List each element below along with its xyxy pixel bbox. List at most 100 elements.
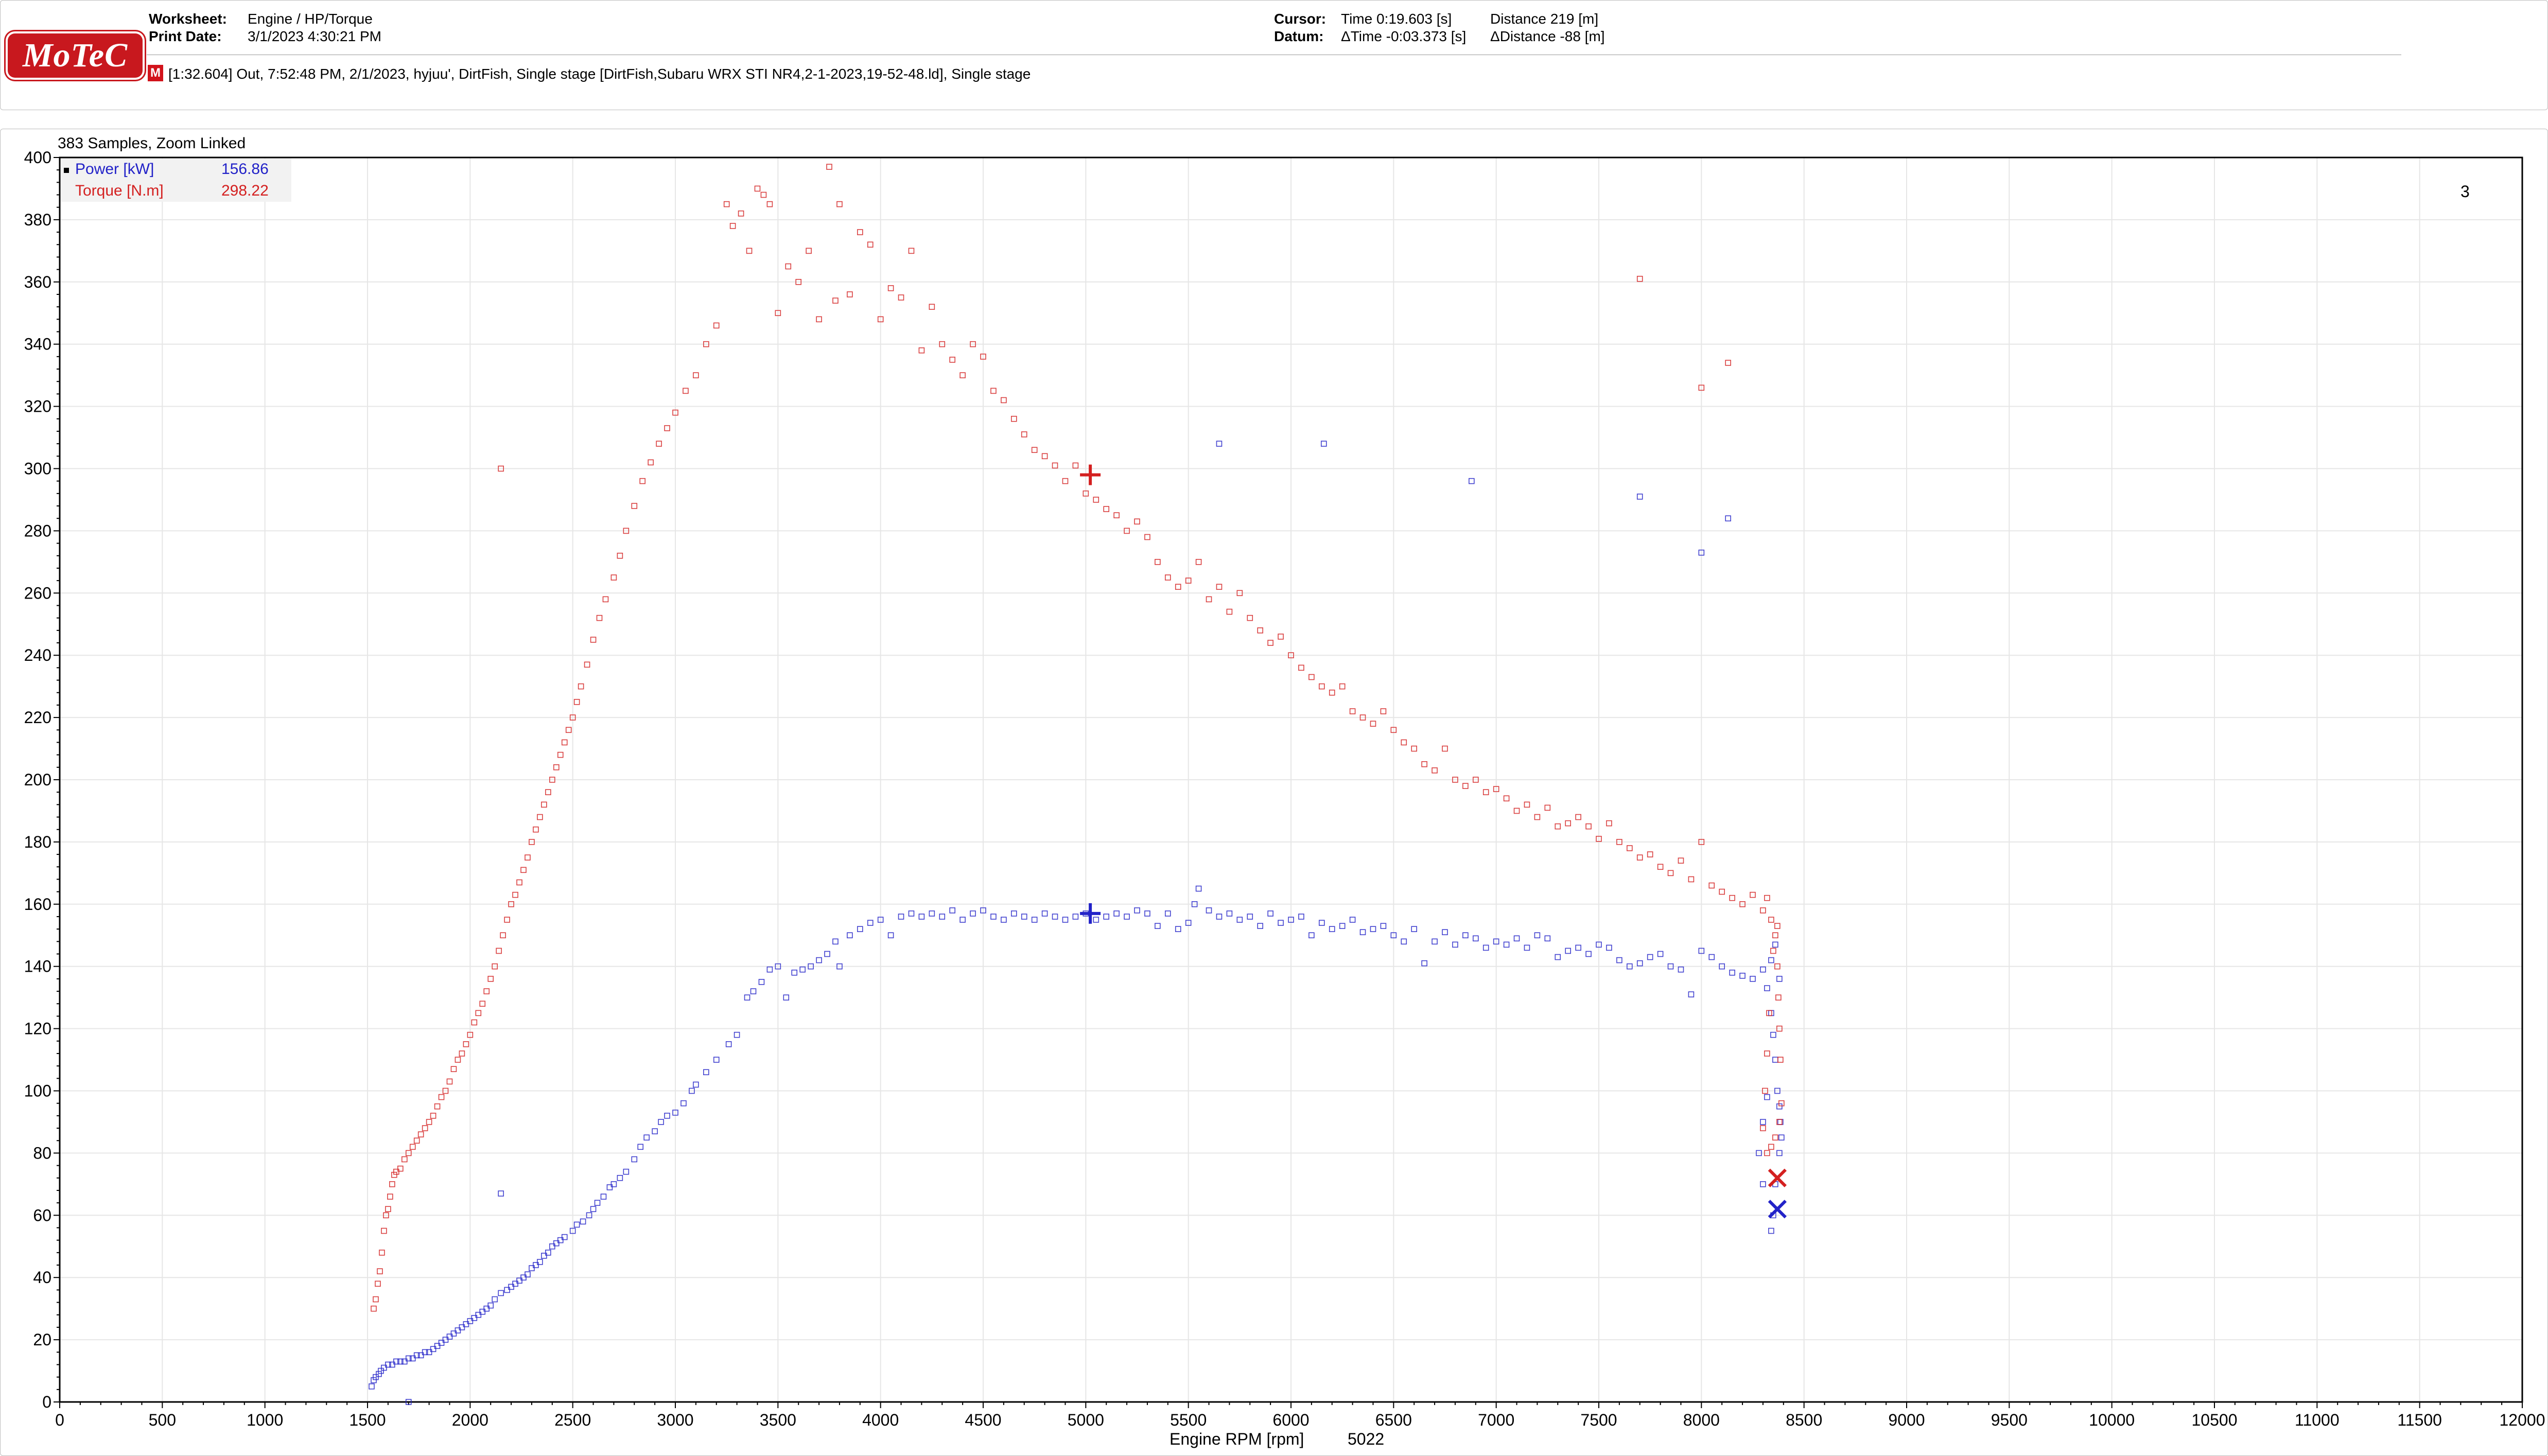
torque-point xyxy=(832,297,839,304)
power-point xyxy=(1320,441,1327,447)
report-header: MoTeC Worksheet: Engine / HP/Torque Prin… xyxy=(0,0,2548,110)
y-tick-label: 300 xyxy=(24,460,51,478)
torque-point xyxy=(545,789,551,795)
torque-point xyxy=(1236,590,1243,597)
power-point xyxy=(990,914,997,920)
torque-point xyxy=(785,263,792,270)
torque-point xyxy=(1442,745,1448,752)
power-point xyxy=(808,963,814,970)
power-point xyxy=(413,1352,420,1359)
power-point xyxy=(980,907,986,914)
y-tick-label: 160 xyxy=(24,895,51,914)
y-tick-label: 60 xyxy=(33,1206,51,1224)
y-tick-label: 240 xyxy=(24,646,51,664)
x-tick-label: 3500 xyxy=(760,1411,796,1429)
torque-point xyxy=(1585,823,1592,830)
torque-point xyxy=(525,854,531,861)
power-point xyxy=(652,1128,658,1134)
torque-point xyxy=(375,1280,381,1287)
torque-point xyxy=(389,1181,395,1187)
torque-point xyxy=(1534,814,1541,820)
torque-point xyxy=(1319,683,1325,690)
power-point xyxy=(1469,478,1475,484)
torque-point xyxy=(1113,512,1120,518)
torque-point xyxy=(610,574,617,581)
legend-item-power[interactable]: Power [kW] 156.86 xyxy=(61,159,291,180)
torque-point xyxy=(617,552,623,559)
x-tick-label: 5000 xyxy=(1068,1411,1104,1429)
torque-point xyxy=(463,1041,469,1047)
power-point xyxy=(970,910,976,917)
power-point xyxy=(1636,494,1643,500)
torque-point xyxy=(939,341,946,347)
x-tick-label: 7500 xyxy=(1580,1411,1617,1429)
power-point xyxy=(887,932,894,939)
torque-point xyxy=(877,316,884,323)
power-point xyxy=(959,917,966,923)
power-point xyxy=(1688,991,1695,997)
power-point xyxy=(525,1271,531,1277)
power-point xyxy=(1195,885,1202,892)
torque-point xyxy=(1667,870,1674,876)
power-point xyxy=(434,1343,441,1349)
torque-point xyxy=(908,248,915,254)
x-tick-label: 11000 xyxy=(2295,1411,2340,1429)
power-point xyxy=(1462,932,1469,939)
power-point xyxy=(405,1399,412,1405)
x-tick-label: 8500 xyxy=(1786,1411,1822,1429)
power-point xyxy=(594,1200,601,1206)
x-axis-title: Engine RPM [rpm] xyxy=(1170,1430,1304,1448)
power-point xyxy=(479,1308,486,1315)
power-point xyxy=(409,1355,416,1362)
power-point xyxy=(1359,929,1366,936)
torque-point xyxy=(713,322,720,329)
session-info[interactable]: [1:32.604] Out, 7:52:48 PM, 2/1/2023, hy… xyxy=(168,66,1031,82)
torque-point xyxy=(1766,1010,1772,1016)
power-point xyxy=(498,1190,504,1197)
legend-item-torque[interactable]: Torque [N.m] 298.22 xyxy=(61,180,291,202)
torque-datum-marker xyxy=(1768,1168,1787,1187)
torque-point xyxy=(1698,839,1705,845)
power-point xyxy=(1052,914,1058,920)
torque-point xyxy=(1768,1144,1774,1150)
torque-point xyxy=(1062,478,1069,484)
torque-point xyxy=(672,409,678,416)
torque-point xyxy=(1257,627,1263,634)
power-point xyxy=(1627,963,1633,970)
torque-point xyxy=(401,1156,408,1163)
torque-point xyxy=(438,1094,445,1100)
power-point xyxy=(417,1352,424,1359)
x-tick-label: 9500 xyxy=(1991,1411,2028,1429)
datum-label: Datum: xyxy=(1274,28,1324,44)
power-point xyxy=(1555,954,1561,960)
power-point xyxy=(1565,948,1571,954)
power-point xyxy=(929,910,935,917)
torque-point xyxy=(723,201,730,207)
power-point xyxy=(877,917,884,923)
power-point xyxy=(422,1349,428,1356)
torque-point xyxy=(417,1131,424,1137)
power-point xyxy=(1319,920,1325,926)
power-point xyxy=(397,1358,404,1365)
cursor-distance: Distance 219 [m] xyxy=(1490,11,1599,27)
torque-point xyxy=(553,764,560,770)
torque-point xyxy=(1001,397,1007,404)
x-tick-label: 7000 xyxy=(1478,1411,1514,1429)
power-point xyxy=(939,914,946,920)
datum-time: ΔTime -0:03.373 [s] xyxy=(1341,28,1467,44)
torque-point xyxy=(455,1057,461,1063)
power-point xyxy=(1432,938,1438,945)
torque-point xyxy=(1768,917,1774,923)
power-point xyxy=(1544,935,1551,942)
torque-point xyxy=(898,294,904,301)
torque-point xyxy=(656,441,662,447)
power-point xyxy=(590,1206,597,1213)
power-point xyxy=(463,1321,469,1327)
power-point xyxy=(1719,963,1725,970)
power-point xyxy=(898,914,904,920)
power-point xyxy=(1001,917,1007,923)
torque-point xyxy=(949,357,955,363)
torque-point xyxy=(385,1206,391,1213)
power-point xyxy=(1155,923,1161,929)
